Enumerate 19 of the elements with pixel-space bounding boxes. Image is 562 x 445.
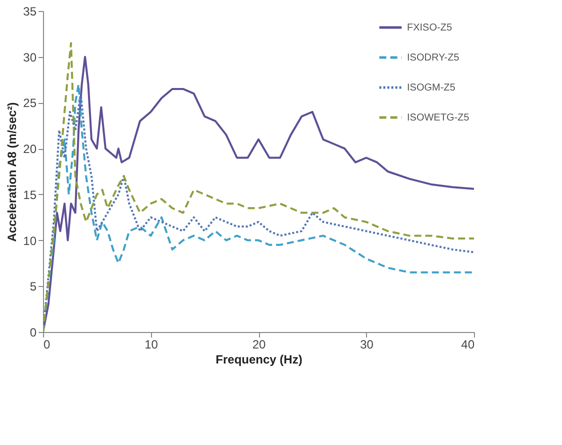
x-tick-label: 30 bbox=[360, 338, 374, 352]
y-axis-title: Acceleration A8 (m/sec²) bbox=[5, 102, 20, 242]
x-tick-label: 40 bbox=[461, 338, 475, 352]
y-tick-label: 25 bbox=[23, 96, 37, 110]
y-tick-label: 35 bbox=[23, 4, 37, 18]
legend-label: FXISO-Z5 bbox=[407, 22, 452, 34]
y-tick-label: 15 bbox=[23, 188, 37, 202]
x-tick-label: 20 bbox=[252, 338, 266, 352]
y-tick-label: 30 bbox=[23, 50, 37, 64]
legend-label: ISOWETG-Z5 bbox=[407, 112, 470, 124]
x-tick-label: 0 bbox=[44, 338, 50, 352]
y-tick-label: 20 bbox=[23, 142, 37, 156]
x-tick-label: 10 bbox=[144, 338, 158, 352]
legend-label: ISOGM-Z5 bbox=[407, 82, 456, 94]
x-axis-title: Frequency (Hz) bbox=[216, 352, 302, 366]
y-tick-label: 0 bbox=[30, 326, 37, 340]
y-tick-label: 5 bbox=[30, 280, 37, 294]
legend-label: ISODRY-Z5 bbox=[407, 52, 460, 64]
y-tick-label: 10 bbox=[23, 234, 37, 248]
